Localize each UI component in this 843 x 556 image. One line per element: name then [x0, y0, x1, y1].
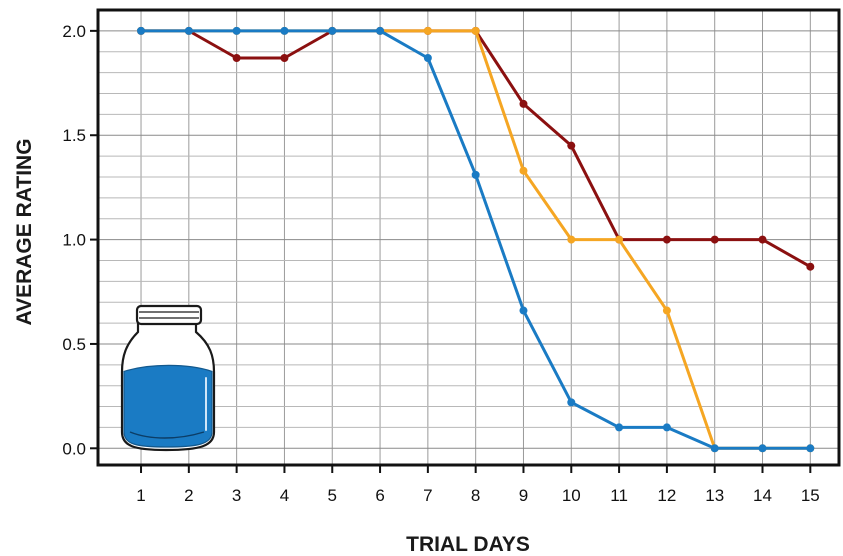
- x-tick-label: 8: [471, 486, 480, 505]
- data-point: [471, 170, 480, 179]
- x-tick-label: 1: [136, 486, 145, 505]
- y-tick-label: 0.0: [62, 439, 86, 458]
- x-tick-label: 12: [657, 486, 676, 505]
- series-3: [137, 26, 815, 453]
- data-point: [710, 444, 719, 453]
- y-axis-ticks: 0.0 0.5 1.0 1.5 2.0: [62, 22, 98, 458]
- x-tick-label: 7: [423, 486, 432, 505]
- y-tick-label: 1.5: [62, 126, 86, 145]
- data-point: [471, 26, 480, 35]
- data-point: [232, 54, 241, 63]
- data-point: [567, 398, 576, 407]
- data-point: [519, 99, 528, 108]
- x-tick-label: 4: [280, 486, 289, 505]
- data-point: [184, 26, 193, 35]
- data-point: [376, 26, 385, 35]
- x-tick-label: 15: [801, 486, 820, 505]
- chart-series: [137, 26, 815, 453]
- data-point: [758, 444, 767, 453]
- x-tick-label: 14: [753, 486, 772, 505]
- data-point: [519, 166, 528, 175]
- data-point: [328, 26, 337, 35]
- x-tick-label: 9: [519, 486, 528, 505]
- y-tick-label: 0.5: [62, 335, 86, 354]
- x-tick-label: 13: [705, 486, 724, 505]
- data-point: [710, 235, 719, 244]
- x-axis-title: TRIAL DAYS: [406, 533, 530, 556]
- data-point: [806, 444, 815, 453]
- data-point: [519, 306, 528, 315]
- data-point: [662, 423, 671, 432]
- plot-frame: [96, 8, 841, 467]
- x-tick-label: 3: [232, 486, 241, 505]
- x-tick-label: 11: [610, 486, 628, 505]
- x-tick-label: 2: [184, 486, 193, 505]
- x-axis-ticks: 1 2 3 4 5 6 7 8 9 10 11 12 13 14 15: [136, 465, 820, 505]
- data-point: [615, 235, 624, 244]
- data-point: [280, 26, 289, 35]
- data-point: [615, 423, 624, 432]
- data-point: [662, 235, 671, 244]
- data-point: [662, 306, 671, 315]
- data-point: [137, 26, 146, 35]
- x-tick-label: 10: [562, 486, 581, 505]
- data-point: [280, 54, 289, 63]
- data-point: [232, 26, 241, 35]
- x-tick-label: 5: [328, 486, 337, 505]
- y-axis-title: AVERAGE RATING: [13, 138, 36, 325]
- data-point: [758, 235, 767, 244]
- water-jar-icon: [120, 304, 216, 452]
- data-point: [423, 54, 432, 63]
- y-tick-label: 2.0: [62, 22, 86, 41]
- data-point: [423, 26, 432, 35]
- y-tick-label: 1.0: [62, 231, 86, 250]
- data-point: [567, 141, 576, 150]
- data-point: [567, 235, 576, 244]
- data-point: [806, 262, 815, 271]
- x-tick-label: 6: [375, 486, 384, 505]
